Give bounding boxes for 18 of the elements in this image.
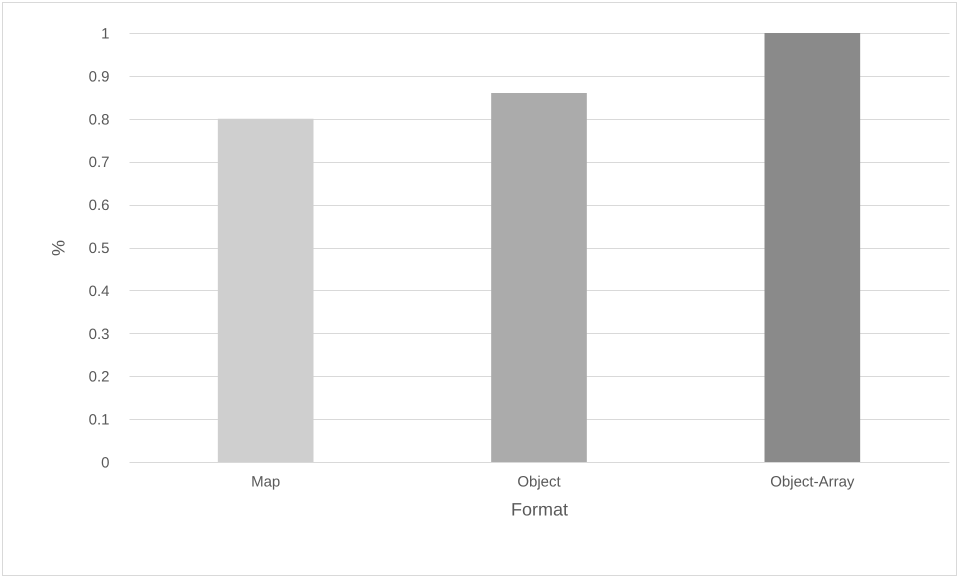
y-tick-label: 0.1 — [88, 412, 110, 429]
y-tick-label: 0.2 — [88, 368, 110, 386]
bar — [764, 33, 860, 462]
y-tick-label: 0.8 — [88, 111, 110, 128]
x-tick-label: Object-Array — [770, 474, 855, 490]
bar — [491, 93, 587, 462]
x-tick-label: Map — [251, 474, 280, 490]
y-tick-label: 0.3 — [88, 326, 110, 343]
x-axis-title: Format — [510, 500, 568, 520]
y-tick-label: 0 — [101, 454, 110, 472]
y-axis-title: % — [48, 240, 69, 256]
x-tick-label: Object — [517, 474, 562, 490]
y-tick-label: 1 — [101, 26, 110, 42]
y-tick-label: 0.9 — [88, 68, 110, 86]
y-tick-label: 0.4 — [88, 282, 110, 300]
y-tick-label: 0.7 — [88, 154, 110, 172]
y-tick-label: 0.5 — [88, 240, 110, 257]
y-tick-label: 0.6 — [88, 197, 110, 214]
